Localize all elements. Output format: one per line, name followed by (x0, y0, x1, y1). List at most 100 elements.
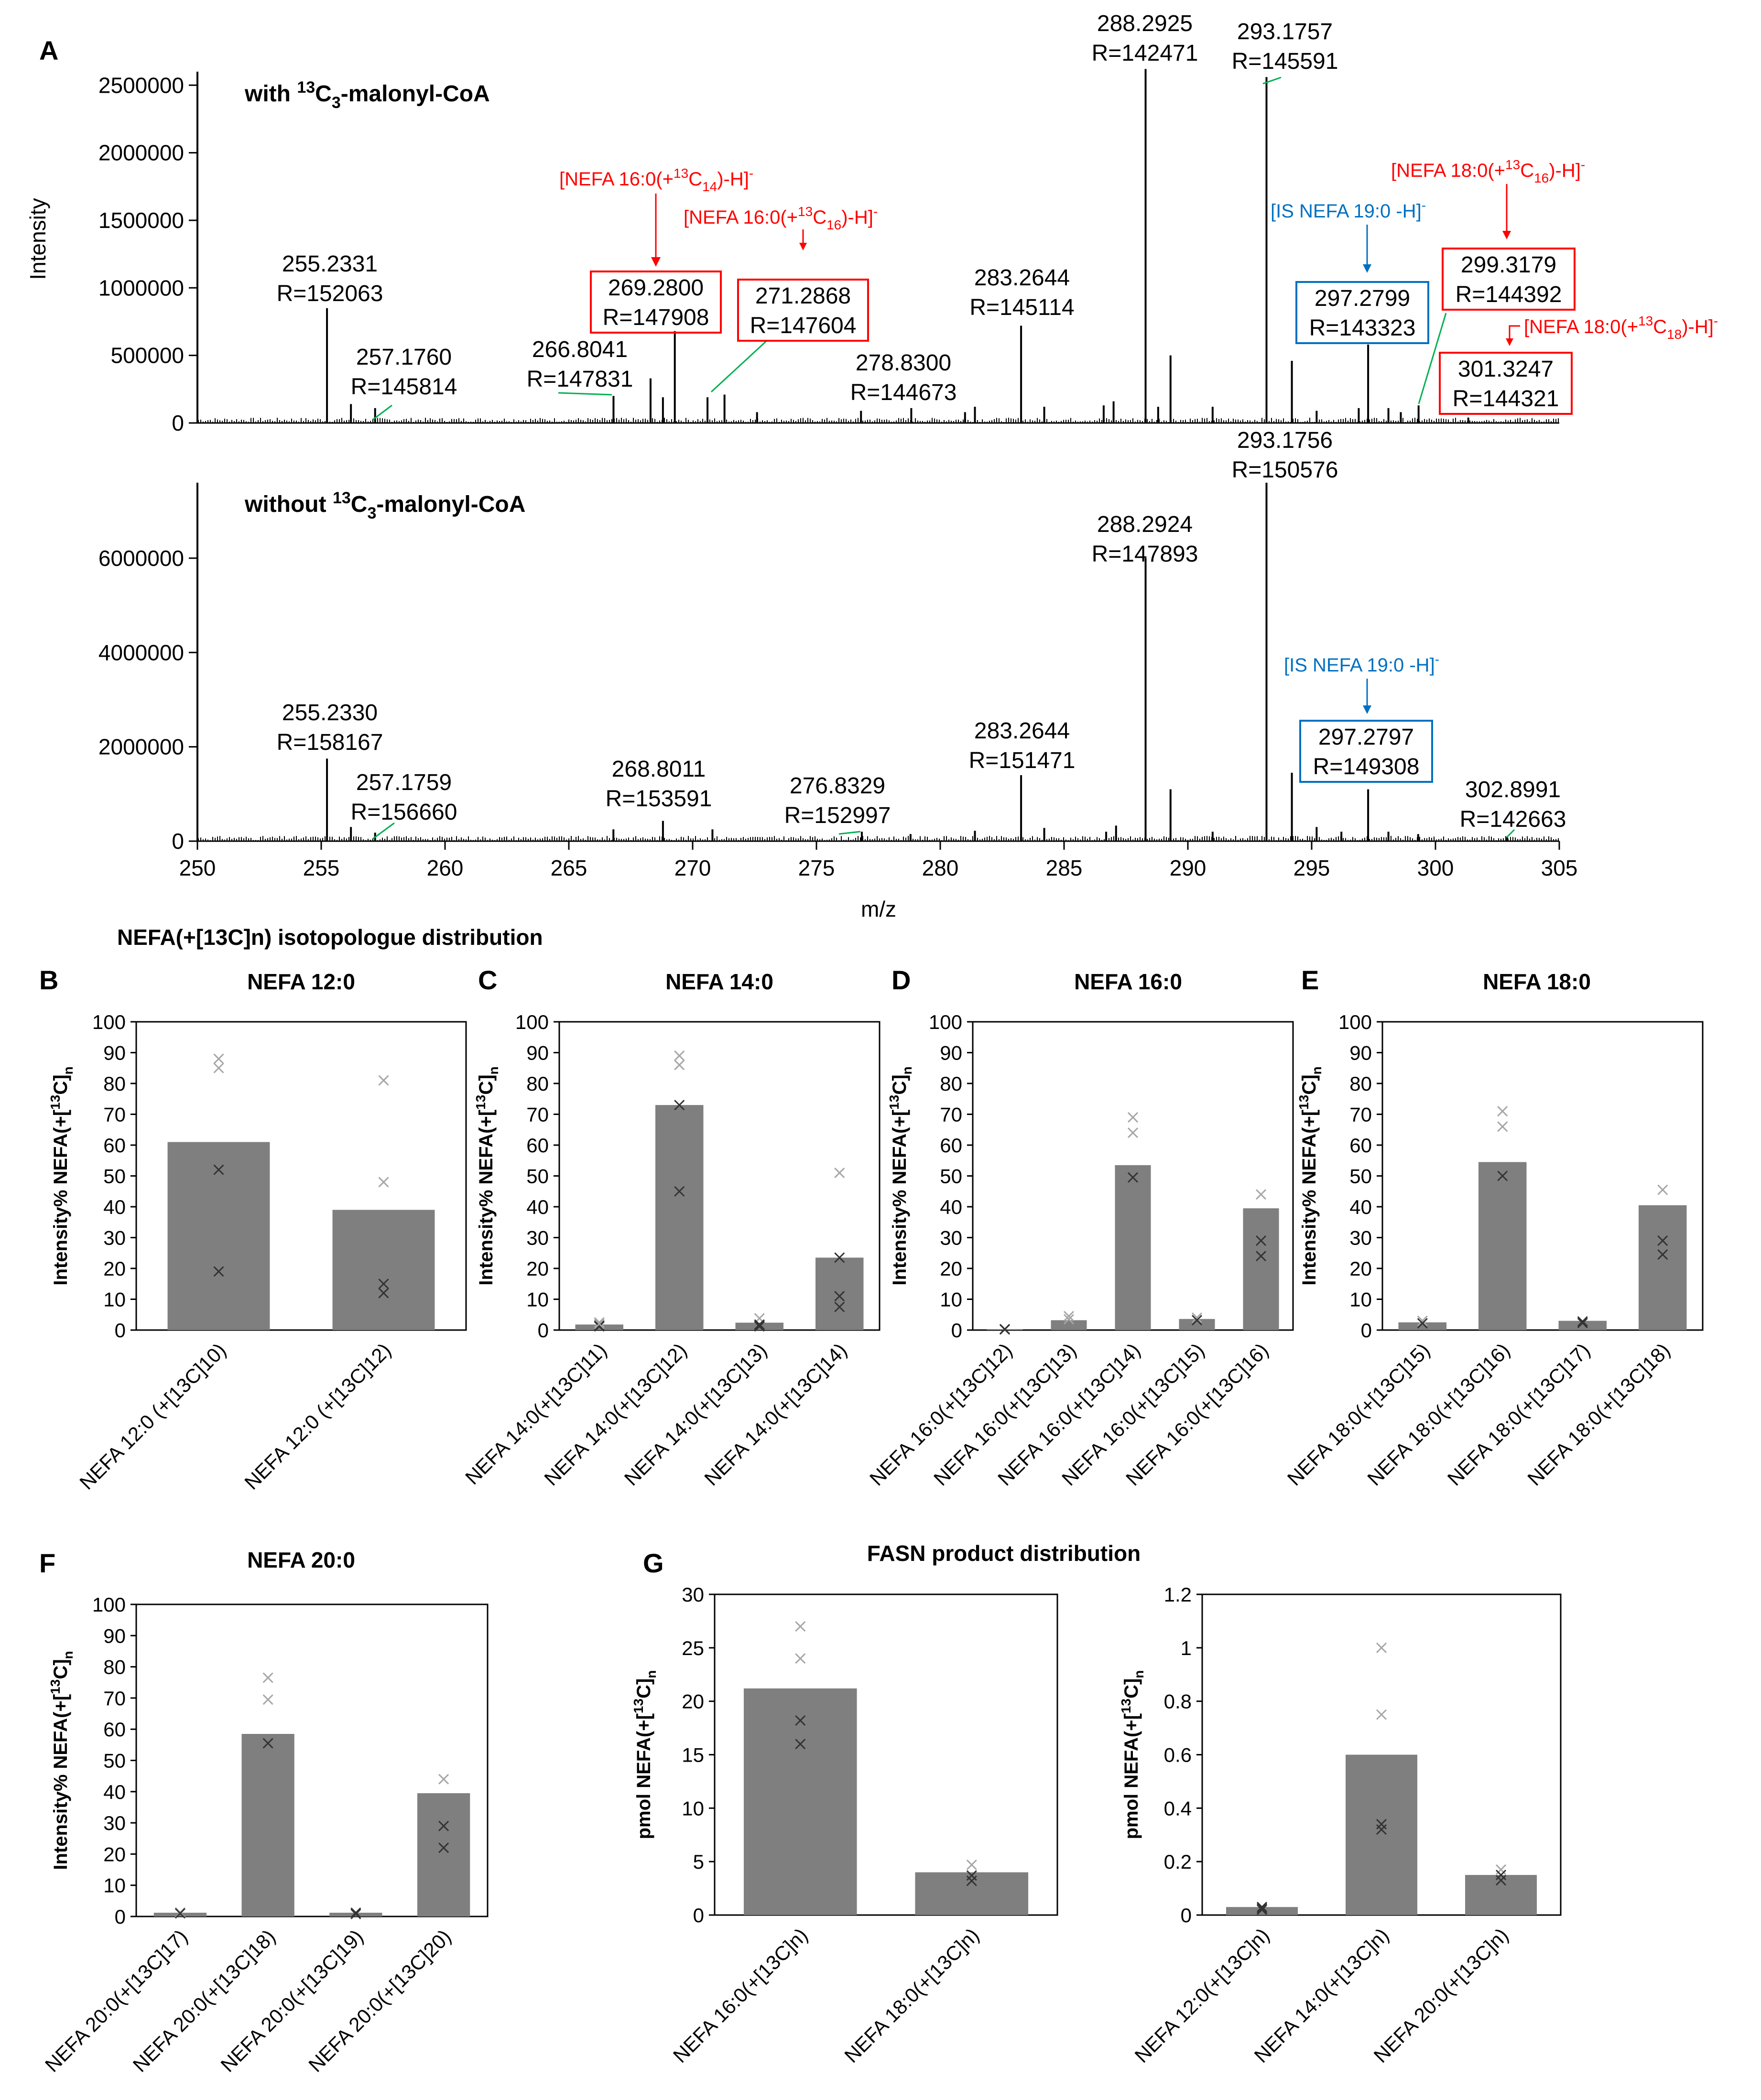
peak-label-mz: 257.1760 (356, 345, 452, 370)
spectrum-bottom: without 13C3-malonyl-CoA 0 2000000 4000000… (98, 428, 1577, 921)
replicate-point (1657, 1249, 1668, 1260)
peak-label-mz: 266.8041 (532, 337, 628, 362)
peak-label-r: R=147831 (527, 367, 633, 392)
y-tick-label: 60 (103, 1718, 126, 1741)
y-tick-label: 80 (526, 1072, 549, 1095)
arrow-head (799, 243, 807, 250)
peak-label-mz: 269.2800 (608, 275, 704, 301)
peak-label-mz: 293.1756 (1237, 428, 1333, 453)
y-tick-label: 25 (682, 1637, 704, 1659)
y-tick-label: 0 (1181, 1904, 1192, 1927)
y-axis-label-sub: n (644, 1670, 659, 1678)
replicate-point (1191, 1315, 1203, 1326)
y-tick-label: 40 (103, 1781, 126, 1803)
bar (815, 1257, 864, 1330)
x-tick-label: 260 (427, 855, 464, 880)
x-category-label: NEFA 16:0(+[13C]n) (669, 1924, 812, 2067)
y-axis-label: Intensity% NEFA(+[13C]n (48, 1651, 76, 1870)
peak-label-mz: 288.2925 (1097, 11, 1193, 36)
species-labels-top: [NEFA 16:0(+13C14)-H]- [NEFA 16:0(+13C16… (559, 157, 1718, 342)
y-tick-label: 0.2 (1164, 1851, 1192, 1873)
y-tick-label: 50 (940, 1165, 962, 1188)
panel-title-f: NEFA 20:0 (247, 1548, 355, 1572)
y-tick-label: 70 (526, 1104, 549, 1126)
replicate-point (262, 1738, 273, 1749)
y-tick-label: 2500000 (98, 73, 184, 97)
panel-label-b: B (39, 965, 58, 995)
replicate-point (350, 1907, 361, 1918)
replicate-point (1376, 1819, 1387, 1829)
bar (1346, 1754, 1417, 1915)
peak-label-mz: 283.2644 (974, 265, 1070, 291)
replicate-point (1577, 1316, 1588, 1327)
replicate-point (438, 1774, 449, 1785)
bar (1465, 1875, 1537, 1915)
label-box (1299, 720, 1433, 783)
y-tick-label: 1.2 (1164, 1583, 1192, 1606)
chart-g-right: 0 0.2 0.4 0.6 0.8 1 1.2 pmol NEFA(+[13C]n NEFA 1… (1119, 1583, 1562, 2067)
x-category-label: NEFA 20:0(+[13C]19) (216, 1925, 367, 2076)
chart-c-nefa14: 0 10 20 30 40 50 60 70 80 90 100 Intensity% NEFA(+[… (461, 1011, 880, 1490)
y-axis-label: Intensity% NEFA(+[13C]n (48, 1066, 76, 1285)
bar (743, 1688, 857, 1915)
species-label-nefa18-13c18: [NEFA 18:0(+13C18)-H]- (1524, 314, 1718, 342)
peak-label-r: R=145814 (351, 374, 457, 400)
y-tick-label: 0 (693, 1904, 704, 1927)
y-tick-label: 0.4 (1164, 1797, 1192, 1819)
y-tick-label: 30 (526, 1227, 549, 1249)
replicate-point (1256, 1902, 1268, 1913)
y-axis-label-sub: n (900, 1066, 914, 1074)
peak-label-r: R=145591 (1232, 49, 1338, 74)
peak-label-mz: 271.2868 (755, 283, 851, 309)
y-tick-label: 50 (526, 1165, 549, 1188)
replicate-point (262, 1694, 273, 1705)
replicate-point (174, 1908, 185, 1919)
bar (1051, 1320, 1087, 1330)
peak-label-r: R=152063 (277, 281, 383, 306)
peak-label-mz: 257.1759 (356, 770, 452, 795)
x-category-label: NEFA 14:0(+[13C]11) (461, 1339, 611, 1489)
arrow-head (1506, 338, 1513, 346)
y-tick-label: 10 (103, 1288, 126, 1311)
y-axis-label-part: C] (1121, 1678, 1142, 1699)
x-tick-label: 250 (179, 855, 216, 880)
replicate-point (378, 1278, 389, 1289)
arrow-line (1509, 325, 1520, 339)
replicate-point (213, 1062, 224, 1073)
boxed-peak-label-299: 299.3179 R=144392 (1442, 248, 1576, 311)
y-tick-label: 80 (103, 1656, 126, 1678)
y-axis-label-part: C] (476, 1074, 497, 1094)
replicate-point (999, 1324, 1011, 1335)
panel-label-e: E (1301, 965, 1319, 995)
x-tick-label: 300 (1417, 855, 1454, 880)
replicate-point (674, 1186, 685, 1197)
y-tick-label: 15 (682, 1744, 704, 1766)
bar (1243, 1208, 1279, 1330)
y-tick-label: 30 (103, 1812, 126, 1834)
y-tick-label: 1 (1181, 1637, 1192, 1659)
chart-e-nefa18: 0 10 20 30 40 50 60 70 80 90 100 Intensity% NEFA(+[… (1283, 1011, 1704, 1490)
bar (1115, 1165, 1151, 1330)
arrow-head (1363, 264, 1371, 273)
y-tick-label: 0 (1361, 1319, 1372, 1342)
y-tick-label: 0 (115, 1319, 126, 1342)
y-tick-label: 20 (103, 1257, 126, 1280)
x-category-label: NEFA 12:0 (+[13C]12) (240, 1339, 395, 1494)
panel-label-a: A (39, 35, 58, 65)
y-axis-label-part: C] (50, 1659, 71, 1679)
y-axis-label-sup: 13 (1119, 1699, 1133, 1713)
y-tick-label: 0.8 (1164, 1690, 1192, 1713)
y-tick-label: 40 (526, 1196, 549, 1218)
peak-label-r: R=145114 (969, 295, 1074, 320)
bar (1179, 1319, 1215, 1330)
y-tick-label: 90 (526, 1042, 549, 1064)
x-category-label: NEFA 18:0(+[13C]17) (1443, 1339, 1594, 1490)
arrow-head (1502, 231, 1511, 239)
leader-line (372, 404, 392, 421)
boxed-peak-label-271: 271.2868 R=147604 (737, 279, 869, 342)
y-tick-label: 80 (940, 1072, 962, 1095)
leader-line (1506, 829, 1515, 838)
species-arrows-top (651, 184, 1520, 346)
replicate-point (1127, 1172, 1139, 1183)
y-axis-label-sub: n (61, 1651, 76, 1659)
